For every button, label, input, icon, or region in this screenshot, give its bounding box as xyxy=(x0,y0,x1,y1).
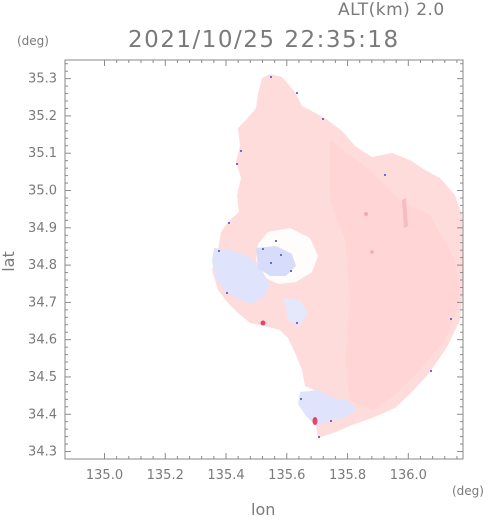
lon-tick-label: 135.4 xyxy=(207,468,244,483)
lon-tick-label: 135.0 xyxy=(86,468,123,483)
altitude-label: ALT(km) 2.0 xyxy=(338,0,445,20)
lat-tick-label: 34.8 xyxy=(28,258,57,273)
lon-tick-label: 135.8 xyxy=(329,468,366,483)
lat-tick-label: 34.3 xyxy=(28,445,57,460)
lat-tick-label: 35.1 xyxy=(28,146,57,161)
lat-tick-label: 34.7 xyxy=(28,295,57,310)
weak-cell xyxy=(364,212,368,216)
lat-tick-label: 34.6 xyxy=(28,333,57,348)
plot-frame xyxy=(64,59,464,460)
approaching-echo-south xyxy=(298,390,356,426)
lat-tick-label: 35.2 xyxy=(28,109,57,124)
lat-tick-label: 34.9 xyxy=(28,221,57,236)
scan-timestamp: 2021/10/25 22:35:18 xyxy=(128,27,400,53)
lat-tick-label: 34.4 xyxy=(28,407,57,422)
lat-tick-label: 34.5 xyxy=(28,370,57,385)
strong-cell xyxy=(312,417,318,425)
lat-tick-group: 35.3 35.2 35.1 35.0 34.9 34.8 34.7 34.6 34.5 34.4… xyxy=(28,63,463,460)
receding-band xyxy=(330,140,460,410)
lon-tick-label: 136.0 xyxy=(390,468,427,483)
weak-cell xyxy=(370,250,374,254)
lon-tick-label: 135.2 xyxy=(147,468,184,483)
approaching-echo-west xyxy=(212,248,270,304)
lon-tick-group: 135.0 135.2 135.4 135.6 135.8 136.0 xyxy=(86,60,458,483)
weak-cell xyxy=(402,198,408,228)
lat-tick-label: 35.0 xyxy=(28,184,57,199)
echo-field xyxy=(212,74,463,438)
strong-cell xyxy=(260,320,266,326)
edge-speckle xyxy=(218,76,452,438)
lat-unit-label: (deg) xyxy=(17,34,49,48)
lat-tick-label: 35.3 xyxy=(28,72,57,87)
lon-unit-label: (deg) xyxy=(452,484,484,498)
approaching-echo-center xyxy=(256,246,296,276)
lon-tick-label: 135.6 xyxy=(268,468,305,483)
approaching-echo-east xyxy=(284,298,308,326)
lon-axis-label: lon xyxy=(251,500,276,519)
